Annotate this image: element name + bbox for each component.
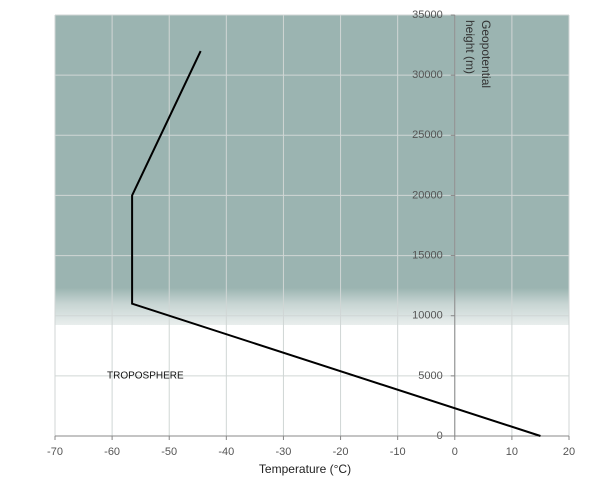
y-tick-label: 25000 [412,129,443,141]
y-tick-label: 5000 [418,370,442,382]
data-line [131,50,541,437]
x-tick-label: -30 [275,446,291,458]
y-tick-label: 20000 [412,189,443,201]
x-tick-label: 0 [452,446,458,458]
y-tick-label: 15000 [412,249,443,261]
x-tick-label: -40 [218,446,234,458]
x-tick-label: -50 [161,446,177,458]
x-tick-label: -10 [390,446,406,458]
y-tick-label: 30000 [412,69,443,81]
stratosphere-shade [55,15,569,325]
x-axis-label: Temperature (°C) [259,462,351,476]
y-tick-label: 10000 [412,310,443,322]
x-tick-label: 20 [563,446,575,458]
y-axis-label: Geopotential height (m) [463,20,493,89]
x-tick-label: -70 [47,446,63,458]
x-tick-label: -20 [333,446,349,458]
annotation: TROPOSPHERE [107,371,184,382]
y-tick-label: 35000 [412,9,443,21]
x-tick-label: 10 [506,446,518,458]
x-tick-label: -60 [104,446,120,458]
